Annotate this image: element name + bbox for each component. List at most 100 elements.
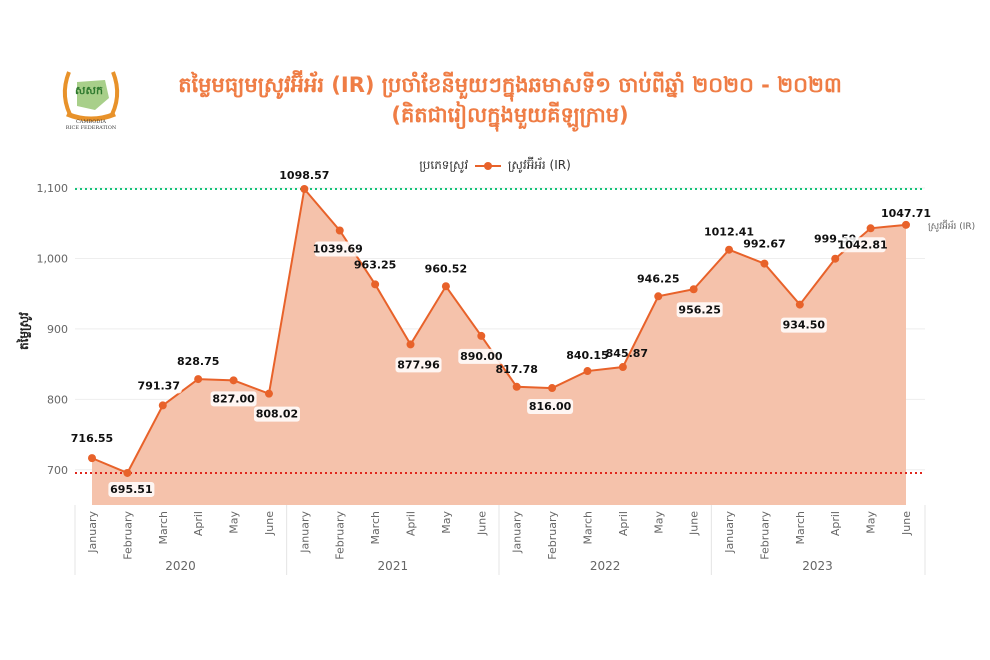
x-tick-label: May [865, 511, 878, 534]
data-label: 828.75 [177, 355, 219, 368]
logo-caption-1: CAMBODIA [75, 119, 107, 125]
x-tick-label: May [440, 511, 453, 534]
data-point [618, 363, 627, 372]
y-tick-label: 700 [47, 464, 68, 477]
legend: ប្រភេទស្រូវ ស្រូវអ៊ីអ័រ (IR) [0, 157, 990, 175]
data-point [406, 340, 415, 349]
x-tick-label: February [546, 511, 559, 560]
data-label: 791.37 [138, 379, 180, 392]
data-label-box [564, 348, 611, 364]
data-label: 960.52 [425, 262, 467, 275]
x-tick-label: March [157, 511, 170, 545]
data-point [371, 280, 380, 289]
data-label: 963.25 [354, 258, 396, 271]
x-tick-label: June [263, 511, 276, 536]
data-label: 877.96 [397, 358, 440, 371]
x-tick-label: January [298, 511, 311, 554]
data-label-box [676, 302, 723, 318]
legend-title: ប្រភេទស្រូវ [419, 158, 469, 172]
data-point [123, 468, 132, 477]
x-tick-label: April [829, 511, 842, 536]
x-group-label: 2020 [165, 559, 196, 573]
y-tick-label: 1,000 [37, 252, 69, 265]
data-point [866, 224, 875, 233]
x-tick-label: May [652, 511, 665, 534]
y-tick-label: 900 [47, 323, 68, 336]
x-group-label: 2022 [590, 559, 621, 573]
legend-marker-icon[interactable] [475, 161, 502, 171]
x-tick-label: March [794, 511, 807, 545]
x-tick-label: March [581, 511, 594, 545]
data-label: 992.67 [743, 238, 785, 251]
data-label: 890.00 [460, 350, 503, 363]
data-label: 845.87 [606, 347, 648, 360]
legend-item-ir[interactable]: ស្រូវអ៊ីអ័រ (IR) [507, 158, 571, 172]
data-point [548, 384, 557, 393]
y-tick-label: 1,100 [37, 182, 69, 195]
data-point [335, 226, 344, 235]
x-tick-label: February [758, 511, 771, 560]
data-label: 1039.69 [313, 242, 363, 255]
x-group-label: 2021 [378, 559, 409, 573]
x-tick-label: June [688, 511, 701, 536]
data-point [88, 454, 96, 463]
x-group-label: 2023 [802, 559, 833, 573]
data-label-box [395, 357, 442, 373]
data-label-box [458, 348, 505, 364]
data-label-box [314, 241, 361, 257]
data-point [831, 254, 840, 263]
y-tick-label: 800 [47, 393, 68, 406]
x-tick-label: June [475, 511, 488, 536]
logo-text: សសក [75, 84, 103, 97]
x-tick-label: February [334, 511, 347, 560]
x-tick-label: May [228, 511, 241, 534]
data-point [441, 282, 450, 291]
data-point [229, 376, 238, 385]
x-tick-label: January [86, 511, 99, 554]
x-tick-label: June [900, 511, 913, 536]
data-point [583, 367, 592, 376]
data-label: 817.78 [495, 363, 537, 376]
data-label: 808.02 [256, 408, 298, 421]
data-label: 946.25 [637, 272, 679, 285]
data-label-box [253, 406, 300, 422]
data-label-box [135, 378, 182, 394]
data-label: 1098.57 [279, 169, 329, 182]
data-point [477, 331, 486, 340]
data-label: 1047.71 [881, 207, 931, 220]
data-label: 1012.41 [704, 226, 754, 239]
area-fill [92, 189, 906, 505]
data-point [194, 375, 203, 384]
data-point [264, 389, 273, 398]
data-label: 956.25 [678, 303, 720, 316]
data-point [158, 401, 167, 410]
x-tick-label: February [121, 511, 134, 560]
data-label: 934.50 [783, 319, 826, 332]
data-point [300, 185, 309, 194]
data-point [689, 285, 698, 294]
data-label: 827.00 [212, 392, 255, 405]
title-line-2: (គិតជារៀលក្នុងមួយគីឡូក្រាម) [391, 103, 629, 127]
x-tick-label: April [405, 511, 418, 536]
data-point [654, 292, 663, 301]
title-line-1: តម្លៃមធ្យមស្រូវអ៊ីអ័រ (IR) ប្រចាំខែនីមួយ… [178, 73, 842, 97]
x-tick-label: April [617, 511, 630, 536]
data-point [512, 382, 521, 391]
data-label: 840.15 [566, 349, 608, 362]
x-tick-label: March [369, 511, 382, 545]
x-tick-label: January [723, 511, 736, 554]
data-label: 1042.81 [838, 238, 888, 251]
data-label-box [839, 237, 886, 253]
data-point [902, 220, 910, 229]
data-point [760, 259, 769, 268]
data-label: 716.55 [71, 432, 113, 445]
cambodia-rice-federation-logo: សសក CAMBODIA RICE FEDERATION [55, 62, 127, 134]
data-label: 816.00 [529, 400, 572, 413]
series-end-label: ស្រូវអ៊ីអ័រ (IR) [928, 219, 975, 232]
data-label-box [527, 399, 574, 415]
data-label-box [780, 317, 827, 333]
x-tick-label: April [192, 511, 205, 536]
data-point [725, 245, 734, 254]
data-point [795, 300, 804, 309]
